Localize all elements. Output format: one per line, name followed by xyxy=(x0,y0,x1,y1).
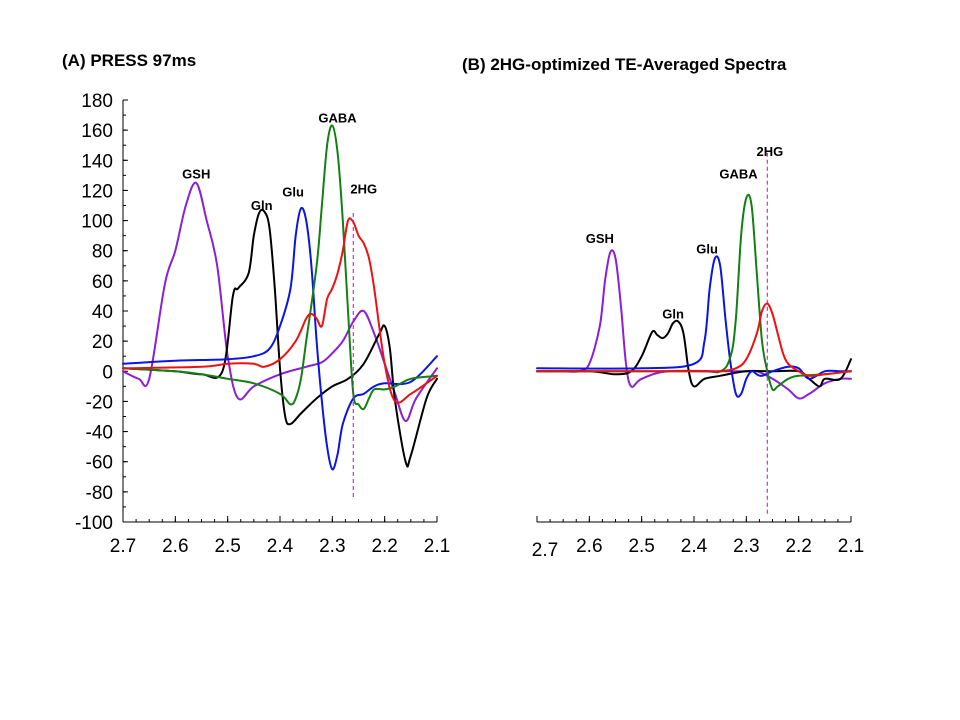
peak-label-gln: Gln xyxy=(662,307,684,322)
peak-label-glu: Glu xyxy=(696,242,718,257)
x-tick-label: 2.1 xyxy=(838,536,864,557)
series-gln-line xyxy=(122,208,438,468)
panel-a-peak-labels: GSH Gln Glu GABA 2HG xyxy=(182,111,377,213)
x-tick-label: 2.5 xyxy=(214,536,240,557)
panel-b-title: (B) 2HG-optimized TE-Averaged Spectra xyxy=(462,55,787,74)
panel-a-title: (A) PRESS 97ms xyxy=(62,51,196,70)
series-glu-line xyxy=(122,206,438,471)
peak-label-gln: Gln xyxy=(251,198,273,213)
y-tick-label: 0 xyxy=(102,362,113,383)
x-tick-label: 2.7 xyxy=(532,540,558,561)
series-gsh-line xyxy=(536,249,852,400)
series-gln-line xyxy=(536,319,852,388)
y-tick-label: 80 xyxy=(92,242,113,263)
y-tick-label: 40 xyxy=(92,302,113,323)
x-tick-label: 2.3 xyxy=(319,536,345,557)
panel-b-peak-labels: GSH Gln Glu GABA 2HG xyxy=(586,144,784,322)
x-tick-label: 2.4 xyxy=(267,536,294,557)
panel-a-curves xyxy=(122,124,438,500)
y-tick-label: -40 xyxy=(86,423,113,444)
y-tick-label: -20 xyxy=(86,392,113,413)
peak-label-gsh: GSH xyxy=(586,231,614,246)
x-tick-label: 2.1 xyxy=(424,536,450,557)
y-tick-label: 20 xyxy=(92,332,113,353)
x-tick-label: 2.2 xyxy=(371,536,397,557)
peak-label-glu: Glu xyxy=(282,184,304,199)
y-tick-label: -80 xyxy=(86,483,113,504)
peak-label-gaba: GABA xyxy=(719,166,758,181)
peak-label-gsh: GSH xyxy=(182,166,210,181)
x-tick-label: 2.5 xyxy=(628,536,654,557)
x-tick-label: 2.2 xyxy=(785,536,811,557)
x-tick-label: 2.7 xyxy=(110,536,136,557)
peak-label-gaba: GABA xyxy=(318,111,357,126)
y-tick-label: 100 xyxy=(81,212,113,233)
y-tick-label: 160 xyxy=(81,121,113,142)
peak-label-2hg: 2HG xyxy=(350,181,377,196)
series-2hg-line xyxy=(536,302,852,377)
x-tick-label: 2.4 xyxy=(681,536,708,557)
y-tick-label: 140 xyxy=(81,151,113,172)
series-gaba-line xyxy=(536,193,852,392)
y-tick-label: 60 xyxy=(92,272,113,293)
panel-b-2hg-optimized: (B) 2HG-optimized TE-Averaged Spectra 2.… xyxy=(462,55,864,561)
y-tick-label: -100 xyxy=(75,513,113,534)
panel-b-axes: 2.7 2.6 2.5 2.4 2.3 2.2 2.1 xyxy=(532,516,864,561)
panel-a-press-97ms: (A) PRESS 97ms 2.7 2.6 2.5 2.4 2.3 2.2 2.1 180 1… xyxy=(62,51,450,557)
y-tick-label: 180 xyxy=(81,91,113,112)
x-tick-label: 2.3 xyxy=(733,536,759,557)
peak-label-2hg: 2HG xyxy=(757,144,784,159)
x-tick-label: 2.6 xyxy=(162,536,188,557)
y-tick-label: 120 xyxy=(81,181,113,202)
x-tick-label: 2.6 xyxy=(576,536,602,557)
series-2hg-line xyxy=(122,217,438,404)
y-tick-label: -60 xyxy=(86,453,113,474)
panel-b-curves xyxy=(536,152,852,515)
series-gaba-line xyxy=(122,124,438,411)
panel-a-axes: 2.7 2.6 2.5 2.4 2.3 2.2 2.1 180 160 140 120 100 80 60… xyxy=(75,91,450,557)
